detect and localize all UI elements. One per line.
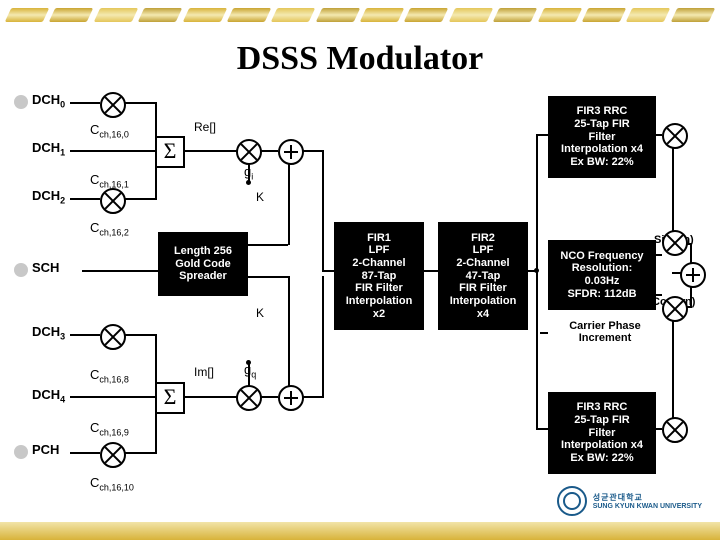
input-label: PCH bbox=[32, 442, 59, 457]
input-label: DCH2 bbox=[32, 188, 65, 206]
code-label: Cch,16,9 bbox=[90, 420, 129, 438]
wire bbox=[302, 396, 322, 398]
fir3-bot-box: FIR3 RRC25-Tap FIRFilterInterpolation x4… bbox=[548, 392, 656, 474]
node-dot bbox=[246, 360, 251, 365]
input-label: DCH3 bbox=[32, 324, 65, 342]
wire bbox=[322, 150, 324, 270]
wire bbox=[124, 334, 156, 336]
wire bbox=[70, 198, 100, 200]
mult-icon bbox=[100, 324, 126, 350]
wire bbox=[322, 270, 334, 272]
wire bbox=[536, 134, 548, 136]
logo-text-kr: 성균관대학교 bbox=[593, 492, 702, 503]
mult-icon bbox=[100, 188, 126, 214]
wire bbox=[690, 243, 692, 263]
university-logo: 성균관대학교 SUNG KYUN KWAN UNIVERSITY bbox=[557, 486, 702, 516]
wire bbox=[70, 334, 100, 336]
logo-icon bbox=[557, 486, 587, 516]
wire bbox=[82, 270, 158, 272]
top-decor-bars bbox=[0, 8, 720, 36]
wire bbox=[240, 244, 288, 246]
wire bbox=[648, 134, 662, 136]
wire bbox=[70, 102, 100, 104]
wire bbox=[70, 150, 155, 152]
mult-icon bbox=[662, 230, 688, 256]
fir2-box: FIR2LPF2-Channel47-TapFIR FilterInterpol… bbox=[438, 222, 528, 330]
footer-stripe bbox=[0, 522, 720, 540]
sigma-icon: Σ bbox=[155, 136, 185, 168]
mult-icon bbox=[662, 417, 688, 443]
mult-icon bbox=[100, 92, 126, 118]
im-label: Im[] bbox=[194, 365, 214, 379]
wire bbox=[672, 308, 674, 418]
wire bbox=[672, 272, 682, 274]
code-label: Cch,16,8 bbox=[90, 367, 129, 385]
mult-icon bbox=[662, 123, 688, 149]
carrier-label: Carrier PhaseIncrement bbox=[560, 320, 650, 344]
wire bbox=[155, 166, 157, 200]
wire bbox=[240, 276, 288, 278]
wire bbox=[70, 452, 100, 454]
mult-icon bbox=[662, 296, 688, 322]
logo-text-en: SUNG KYUN KWAN UNIVERSITY bbox=[593, 503, 702, 510]
wire bbox=[288, 163, 290, 245]
input-label: DCH4 bbox=[32, 387, 65, 405]
bullet-icon bbox=[14, 263, 28, 277]
wire bbox=[536, 428, 548, 430]
sigma-icon: Σ bbox=[155, 382, 185, 414]
wire bbox=[322, 276, 324, 398]
wire bbox=[260, 396, 278, 398]
wire bbox=[302, 150, 322, 152]
wire bbox=[648, 294, 662, 296]
slide: DSSS Modulator DCH0 DCH1 DCH2 SCH DCH3 DCH4 PC… bbox=[0, 0, 720, 540]
wire bbox=[260, 150, 278, 152]
code-label: Cch,16,0 bbox=[90, 122, 129, 140]
wire bbox=[155, 334, 157, 382]
k-label: K bbox=[256, 306, 264, 320]
node-dot bbox=[246, 180, 251, 185]
wire bbox=[155, 102, 157, 136]
adder-icon bbox=[278, 139, 304, 165]
code-label: Cch,16,1 bbox=[90, 172, 129, 190]
wire bbox=[540, 332, 548, 334]
fir3-top-box: FIR3 RRC25-Tap FIRFilterInterpolation x4… bbox=[548, 96, 656, 178]
nco-box: NCO FrequencyResolution:0.03HzSFDR: 112d… bbox=[548, 240, 656, 310]
wire bbox=[648, 254, 662, 256]
wire bbox=[536, 134, 538, 272]
wire bbox=[183, 396, 237, 398]
node-dot bbox=[534, 268, 539, 273]
wire bbox=[70, 396, 155, 398]
wire bbox=[416, 270, 438, 272]
adder-icon bbox=[278, 385, 304, 411]
wire bbox=[155, 412, 157, 454]
gain-label: gq bbox=[244, 362, 256, 380]
mult-icon bbox=[236, 139, 262, 165]
input-label: DCH0 bbox=[32, 92, 65, 110]
adder-icon bbox=[680, 262, 706, 288]
code-label: Cch,16,10 bbox=[90, 475, 134, 493]
k-label: K bbox=[256, 190, 264, 204]
wire bbox=[288, 276, 290, 386]
code-label: Cch,16,2 bbox=[90, 220, 129, 238]
wire bbox=[536, 270, 538, 430]
input-label: SCH bbox=[32, 260, 59, 275]
wire bbox=[672, 147, 674, 241]
mult-icon bbox=[100, 442, 126, 468]
fir1-box: FIR1LPF2-Channel87-TapFIR FilterInterpol… bbox=[334, 222, 424, 330]
wire bbox=[648, 428, 662, 430]
re-label: Re[] bbox=[194, 120, 216, 134]
wire bbox=[248, 362, 250, 386]
page-title: DSSS Modulator bbox=[0, 40, 720, 78]
input-label: DCH1 bbox=[32, 140, 65, 158]
wire bbox=[183, 150, 237, 152]
wire bbox=[124, 102, 156, 104]
wire bbox=[124, 452, 156, 454]
bullet-icon bbox=[14, 445, 28, 459]
spreader-box: Length 256Gold CodeSpreader bbox=[158, 232, 248, 296]
wire bbox=[124, 198, 156, 200]
mult-icon bbox=[236, 385, 262, 411]
bullet-icon bbox=[14, 95, 28, 109]
